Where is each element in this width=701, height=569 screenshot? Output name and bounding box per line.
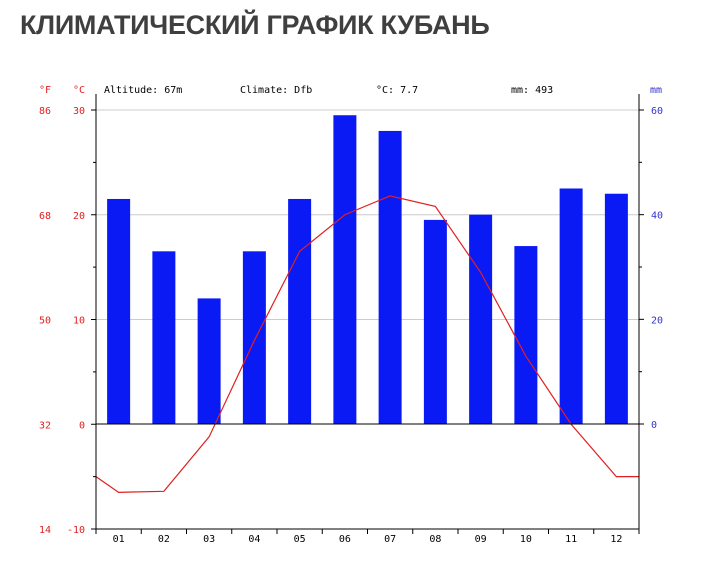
month-label: 08 (429, 534, 441, 545)
precip-total-label: mm: 493 (511, 85, 553, 96)
altitude-label: Altitude: 67m (104, 85, 182, 96)
temperature-line (95, 195, 639, 493)
month-label: 05 (294, 534, 306, 545)
precipitation-bar (469, 214, 493, 424)
month-label: 10 (520, 534, 532, 545)
precipitation-bar (152, 251, 176, 424)
mm-tick-label: 40 (651, 211, 663, 222)
celsius-tick-label: 30 (73, 106, 85, 117)
month-label: 07 (384, 534, 396, 545)
mm-tick-label: 0 (651, 420, 657, 431)
mm-tick-label: 60 (651, 106, 663, 117)
month-label: 04 (248, 534, 260, 545)
month-label: 01 (113, 534, 125, 545)
celsius-tick-label: 20 (73, 211, 85, 222)
celsius-tick-label: -10 (67, 525, 85, 536)
precipitation-bar (514, 246, 538, 424)
celsius-unit-label: °C (73, 85, 85, 96)
precipitation-bars (107, 115, 628, 424)
grid-lines (96, 109, 639, 530)
precipitation-bar (242, 251, 266, 424)
precipitation-bar (423, 219, 447, 424)
mm-unit-label: mm (650, 85, 662, 96)
precipitation-bar (378, 130, 402, 424)
climate-info: Altitude: 67m Climate: Dfb °C: 7.7 mm: 493 (104, 85, 553, 96)
fahrenheit-tick-label: 50 (39, 316, 51, 327)
month-label: 06 (339, 534, 351, 545)
month-label: 02 (158, 534, 170, 545)
month-label: 09 (475, 534, 487, 545)
fahrenheit-tick-label: 32 (39, 420, 51, 431)
axis-labels: 30 20 10 0 -10 86 68 50 32 14 60 40 20 0 01 02 03 04 05 06 0… (39, 85, 663, 545)
celsius-tick-label: 0 (79, 420, 85, 431)
fahrenheit-tick-label: 86 (39, 106, 51, 117)
precipitation-bar (559, 188, 583, 424)
fahrenheit-tick-label: 68 (39, 211, 51, 222)
precipitation-bar (288, 198, 312, 424)
celsius-tick-label: 10 (73, 316, 85, 327)
climate-label: Climate: Dfb (240, 85, 312, 96)
month-label: 12 (610, 534, 622, 545)
precipitation-bar (107, 198, 131, 424)
precipitation-bar (333, 115, 357, 424)
precipitation-bar (604, 193, 628, 424)
axes (91, 94, 644, 534)
month-label: 03 (203, 534, 215, 545)
fahrenheit-unit-label: °F (39, 85, 51, 96)
fahrenheit-tick-label: 14 (39, 525, 51, 536)
page-title: КЛИМАТИЧЕСКИЙ ГРАФИК КУБАНЬ (20, 10, 490, 40)
month-label: 11 (565, 534, 577, 545)
avg-temp-label: °C: 7.7 (376, 85, 418, 96)
temperature-line-group (95, 195, 639, 493)
mm-tick-label: 20 (651, 315, 663, 326)
precipitation-bar (197, 298, 221, 424)
